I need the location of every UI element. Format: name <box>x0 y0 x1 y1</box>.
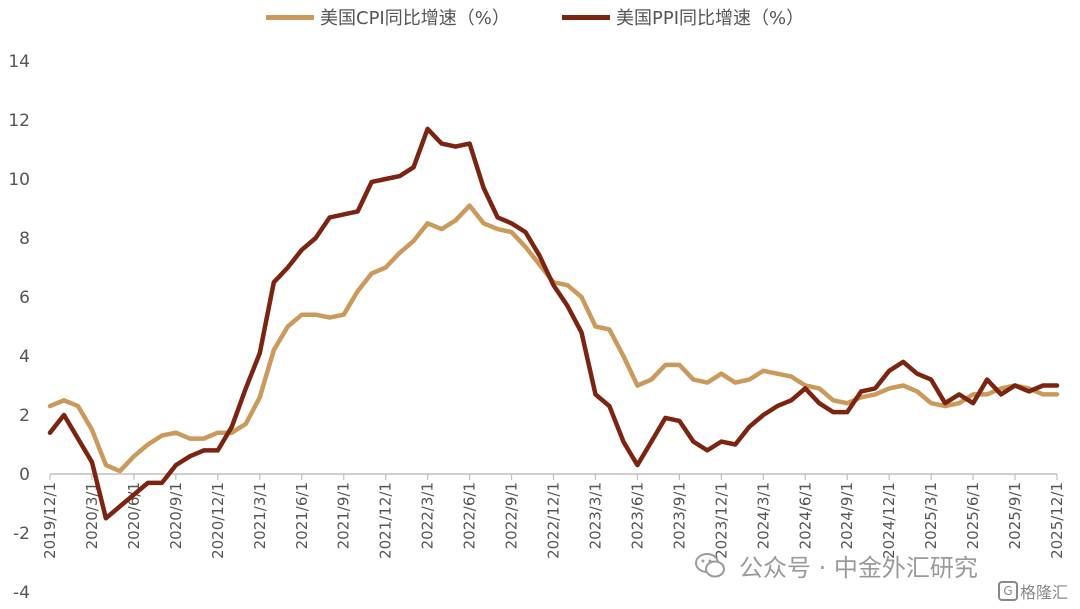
y-tick-label: 4 <box>19 347 30 367</box>
legend-swatch-cpi <box>266 14 314 20</box>
x-tick-label: 2022/6/1 <box>461 482 479 549</box>
watermark: 公众号 · 中金外汇研究 <box>695 548 978 583</box>
x-tick-label: 2022/12/1 <box>545 482 563 559</box>
y-axis-ticks: -4 -2 0 2 4 6 8 10 12 14 <box>8 52 30 603</box>
y-tick-label: 12 <box>8 111 30 131</box>
legend-label-cpi: 美国CPI同比增速（%） <box>320 8 510 29</box>
x-tick-label: 2020/3/1 <box>83 482 101 549</box>
x-tick-label: 2024/12/1 <box>880 482 898 559</box>
x-tick-label: 2020/9/1 <box>167 482 185 549</box>
x-tick-label: 2023/12/1 <box>712 482 730 559</box>
logo-mark-icon: G <box>997 581 1018 601</box>
x-tick-label: 2025/9/1 <box>1006 482 1024 549</box>
x-tick-label: 2024/9/1 <box>838 482 856 549</box>
x-tick-label: 2025/12/1 <box>1048 482 1066 559</box>
x-tick-label: 2020/12/1 <box>209 482 227 559</box>
series-line-cpi <box>47 203 1060 474</box>
x-tick-label: 2024/3/1 <box>754 482 772 549</box>
wechat-icon <box>695 552 725 577</box>
y-tick-label: 10 <box>8 170 30 190</box>
x-tick-label: 2021/6/1 <box>293 482 311 549</box>
y-tick-label: 8 <box>19 229 30 249</box>
legend-swatch-ppi <box>562 14 610 20</box>
x-tick-label: 2024/6/1 <box>796 482 814 549</box>
x-tick-label: 2025/3/1 <box>922 482 940 549</box>
x-tick-label: 2022/9/1 <box>503 482 521 549</box>
legend-item-cpi: 美国CPI同比增速（%） <box>266 4 510 30</box>
y-tick-label: 2 <box>19 406 30 426</box>
y-tick-label: 14 <box>8 52 30 72</box>
x-tick-label: 2023/6/1 <box>628 482 646 549</box>
legend-label-ppi: 美国PPI同比增速（%） <box>616 8 805 29</box>
x-tick-label: 2025/6/1 <box>964 482 982 549</box>
x-tick-label: 2021/3/1 <box>251 482 269 549</box>
x-tick-label: 2023/9/1 <box>670 482 688 549</box>
x-tick-label: 2021/9/1 <box>335 482 353 549</box>
logo-text: 格隆汇 <box>1019 583 1068 602</box>
legend-item-ppi: 美国PPI同比增速（%） <box>562 4 804 30</box>
y-tick-label: 6 <box>19 288 30 308</box>
watermark-text: 公众号 · 中金外汇研究 <box>739 554 978 582</box>
y-tick-label: -2 <box>13 524 30 544</box>
x-tick-label: 2021/12/1 <box>377 482 395 559</box>
gelonghui-logo: G 格隆汇 <box>997 579 1068 603</box>
x-axis-ticks: 2019/12/1 2020/3/1 2020/6/1 2020/9/1 2020/12… <box>41 474 1066 559</box>
series-layer <box>47 126 1060 521</box>
y-tick-label: -4 <box>13 583 30 603</box>
y-tick-label: 0 <box>19 465 30 485</box>
series-line-ppi <box>47 126 1060 521</box>
x-tick-label: 2022/3/1 <box>419 482 437 549</box>
x-tick-label: 2019/12/1 <box>41 482 59 559</box>
legend: 美国CPI同比增速（%） 美国PPI同比增速（%） <box>0 4 1080 30</box>
x-tick-label: 2023/3/1 <box>586 482 604 549</box>
